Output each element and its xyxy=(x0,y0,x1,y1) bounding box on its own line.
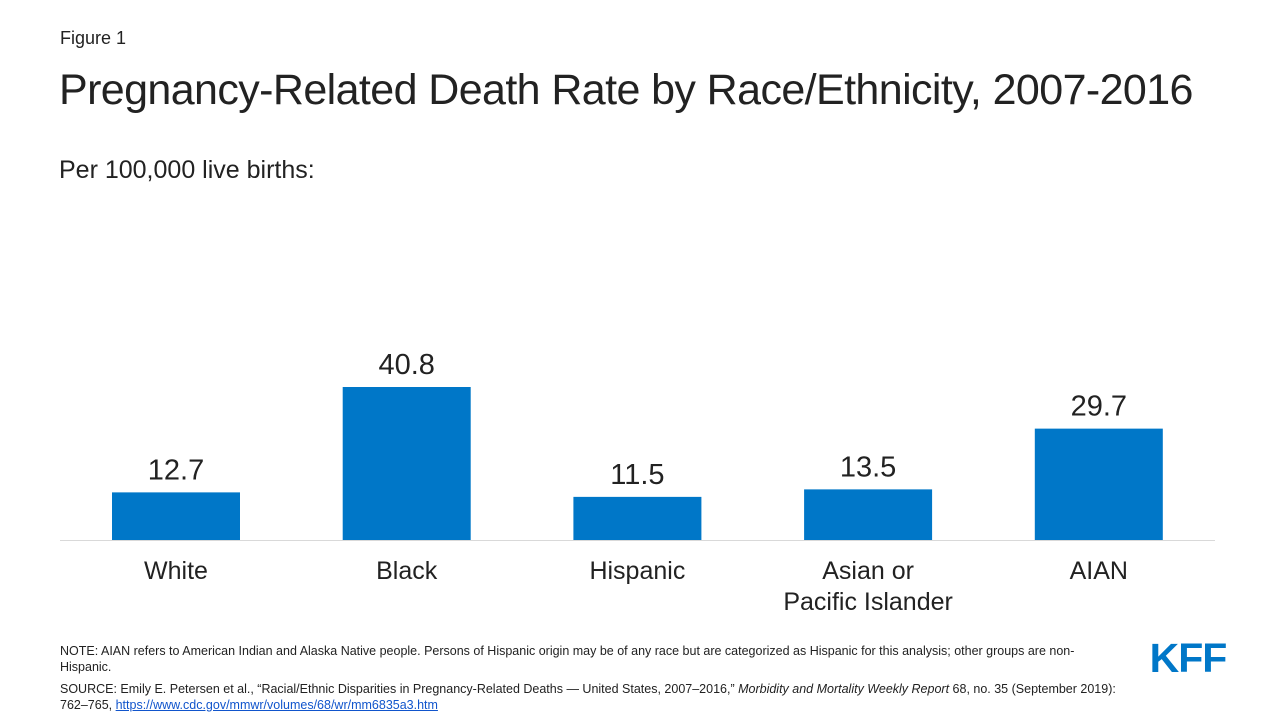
source-journal: Morbidity and Mortality Weekly Report xyxy=(738,682,950,696)
category-label: Hispanic xyxy=(589,557,685,585)
chart-title: Pregnancy-Related Death Rate by Race/Eth… xyxy=(59,66,1193,114)
category-label: White xyxy=(144,557,208,585)
data-label: 29.7 xyxy=(1071,391,1127,423)
data-label: 11.5 xyxy=(610,459,664,491)
category-label: Black xyxy=(376,557,438,585)
data-label: 12.7 xyxy=(148,454,204,486)
bar xyxy=(573,496,702,540)
bar xyxy=(342,387,471,540)
bar xyxy=(804,489,933,540)
source-suffix: 68, no. 35 (September 2019): 762–765, xyxy=(60,682,1116,712)
source-prefix: SOURCE: Emily E. Petersen et al., “Racia… xyxy=(60,682,739,696)
figure-label: Figure 1 xyxy=(60,28,127,48)
bar xyxy=(112,492,240,540)
kff-logo-icon: KFF xyxy=(1150,636,1228,678)
category-label: Pacific Islander xyxy=(783,588,953,616)
kff-logo-text: KFF xyxy=(1150,636,1227,678)
chart-subtitle: Per 100,000 live births: xyxy=(59,156,315,184)
chart-note: NOTE: AIAN refers to American Indian and… xyxy=(60,644,1075,674)
source-link[interactable]: https://www.cdc.gov/mmwr/volumes/68/wr/m… xyxy=(115,698,438,712)
category-label: Asian or xyxy=(822,557,914,585)
category-label: AIAN xyxy=(1070,557,1128,585)
chart-source: SOURCE: Emily E. Petersen et al., “Racia… xyxy=(60,681,1120,713)
bar xyxy=(1034,428,1163,540)
data-label: 13.5 xyxy=(840,451,896,483)
data-label: 40.8 xyxy=(378,349,434,381)
